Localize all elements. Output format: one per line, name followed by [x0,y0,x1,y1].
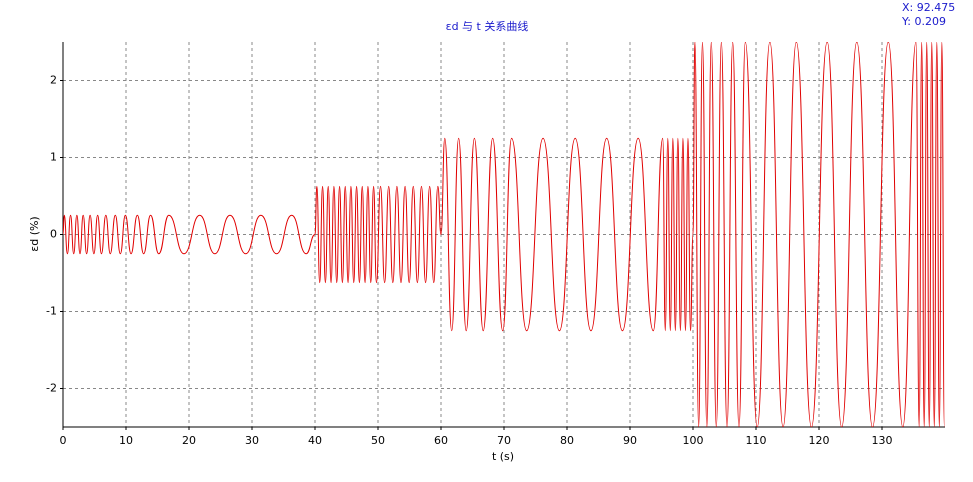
x-tick-label: 30 [245,434,259,447]
plot-area [63,42,945,427]
x-axis-label: t (s) [492,450,514,463]
y-tick-label: 2 [50,74,57,87]
cursor-y: Y: 0.209 [901,15,946,28]
chart-title: εd 与 t 关系曲线 [446,19,529,33]
x-tick-label: 90 [623,434,637,447]
y-axis-label: εd (%) [28,216,41,251]
x-tick-label: 60 [434,434,448,447]
y-tick-label: -2 [46,382,57,395]
x-tick-label: 110 [746,434,767,447]
y-tick-label: 0 [50,228,57,241]
x-tick-label: 70 [497,434,511,447]
cursor-x: X: 92.475 [902,1,955,14]
x-tick-label: 50 [371,434,385,447]
x-tick-label: 40 [308,434,322,447]
x-tick-label: 120 [809,434,830,447]
x-tick-label: 0 [60,434,67,447]
x-tick-label: 20 [182,434,196,447]
x-tick-label: 130 [872,434,893,447]
data-line [63,42,945,427]
y-tick-label: 1 [50,151,57,164]
y-tick-label: -1 [46,305,57,318]
x-tick-label: 100 [683,434,704,447]
x-tick-label: 80 [560,434,574,447]
x-tick-label: 10 [119,434,133,447]
